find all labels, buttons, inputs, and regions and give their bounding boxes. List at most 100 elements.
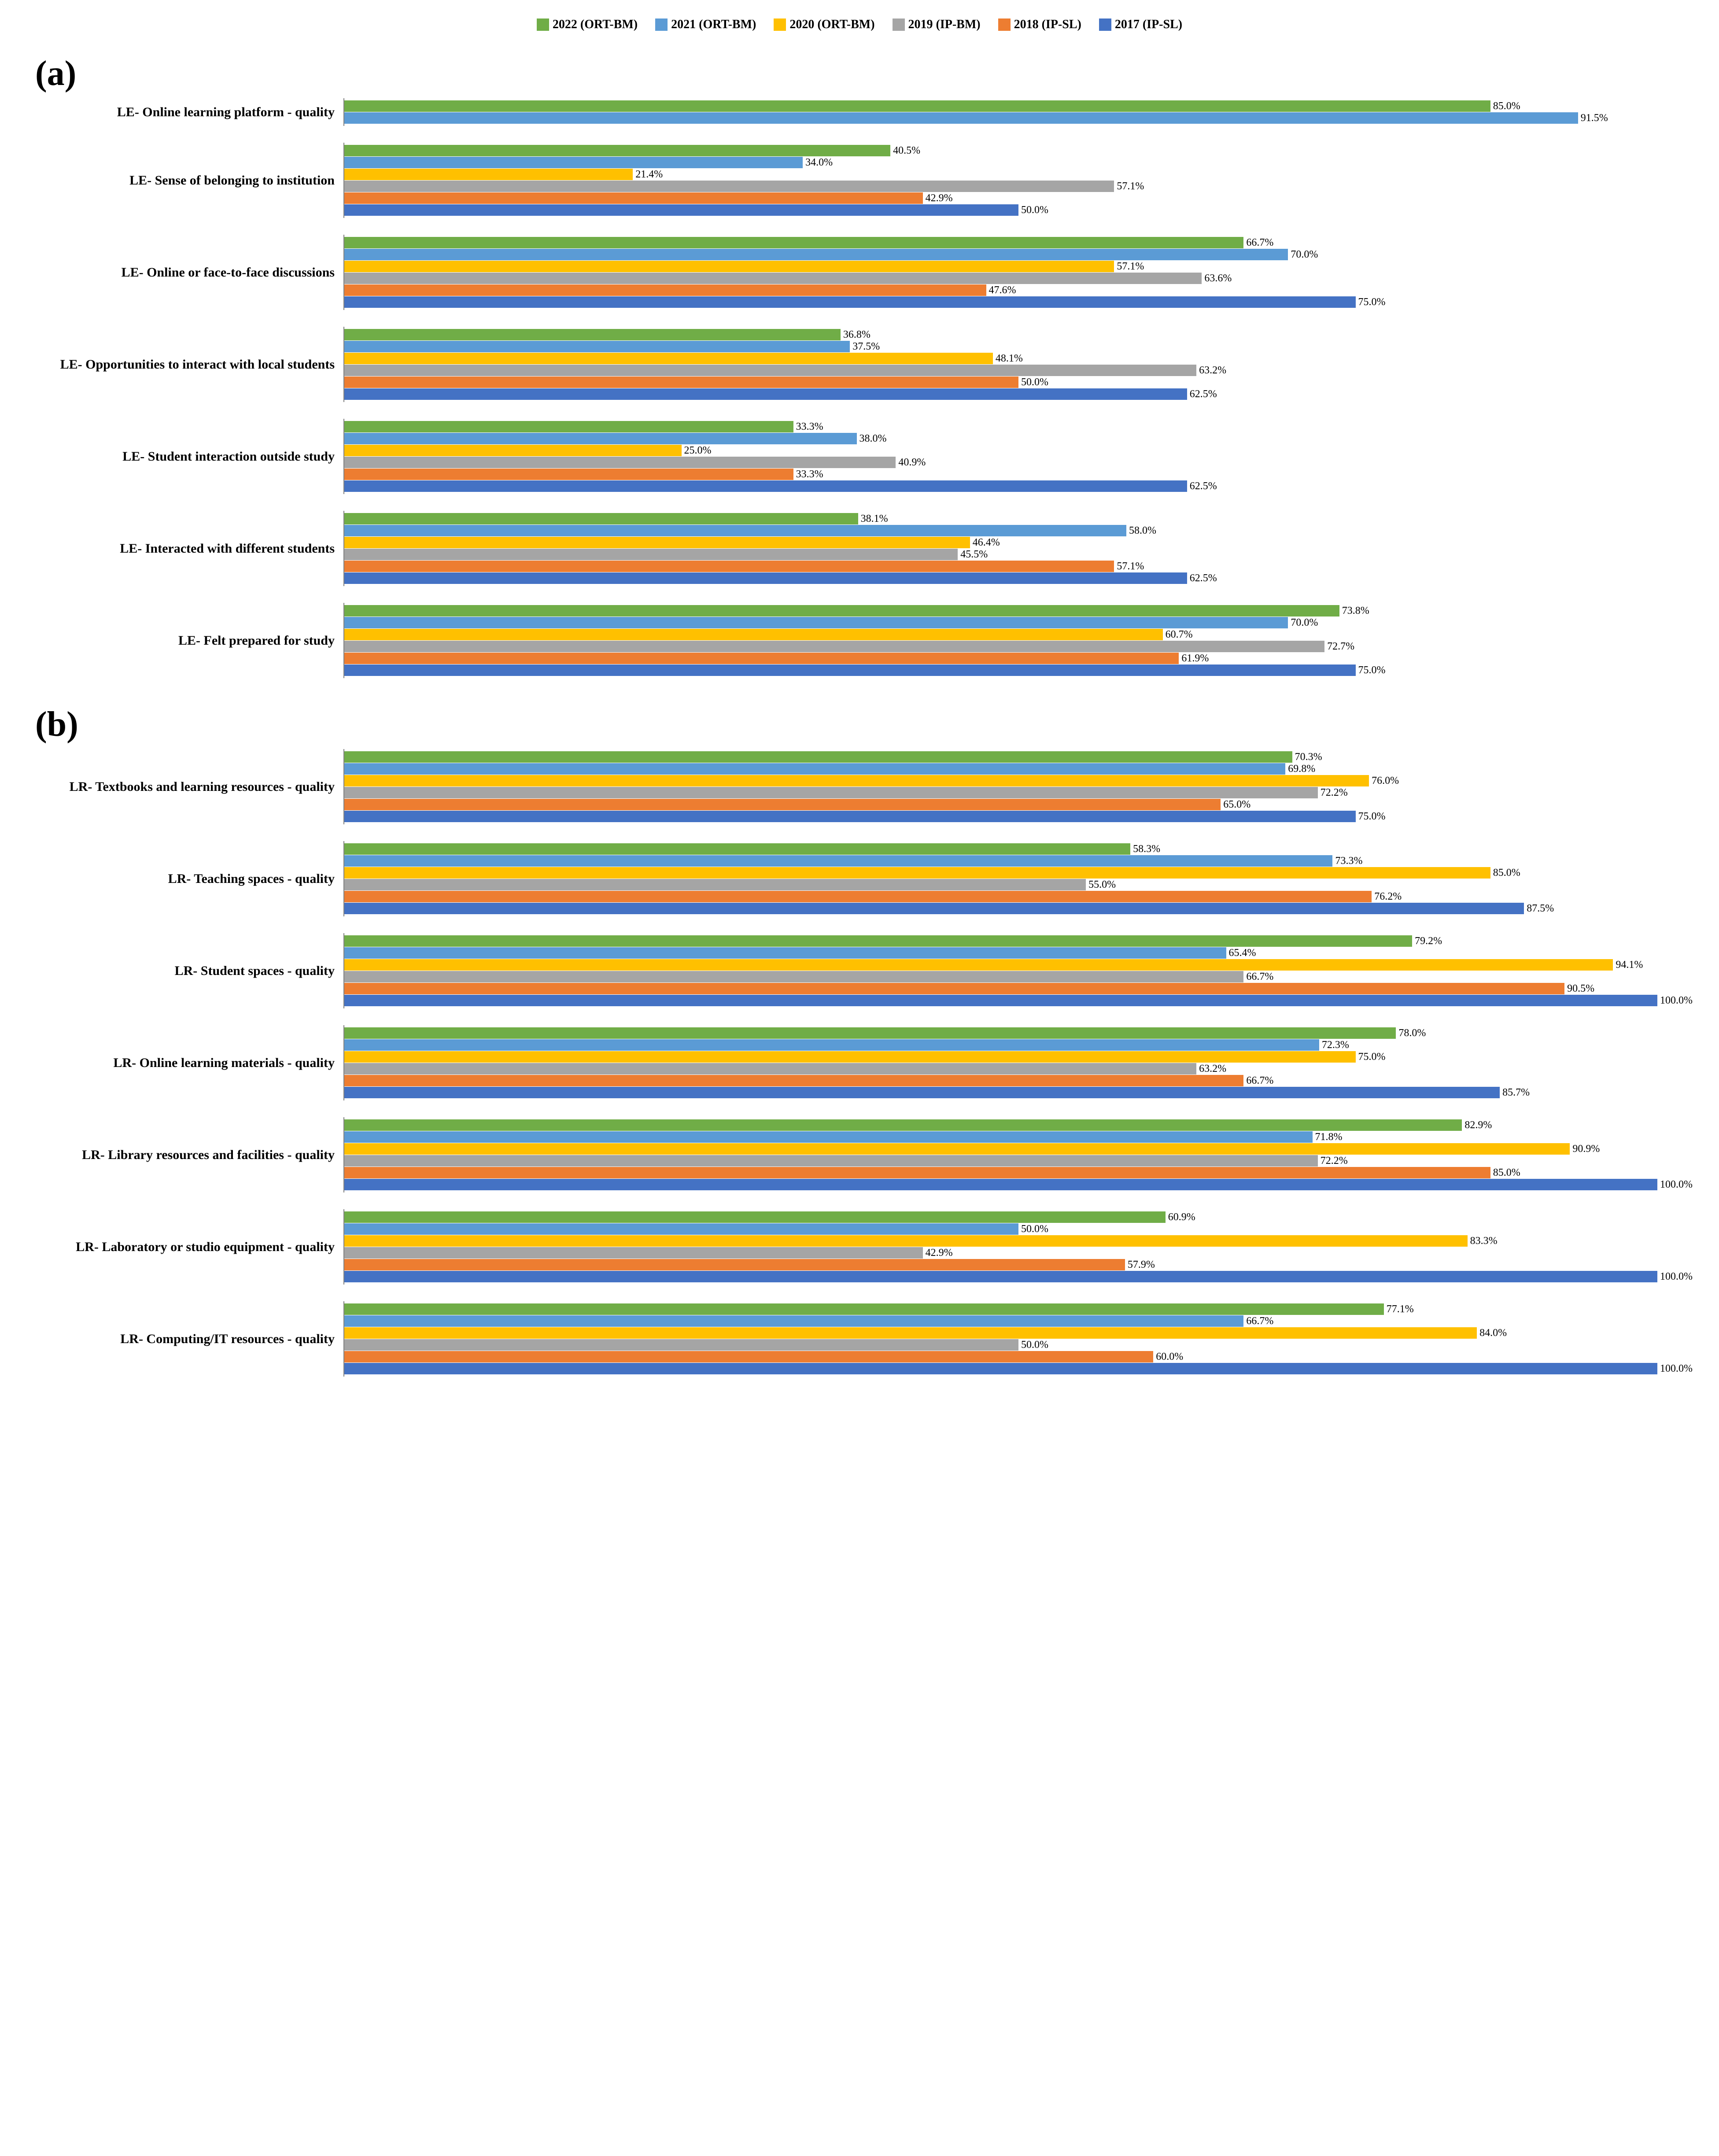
bar-row: 66.7% xyxy=(344,971,1693,982)
bar-row: 84.0% xyxy=(344,1327,1693,1339)
value-label: 75.0% xyxy=(1358,1051,1386,1063)
bars-column: 78.0%72.3%75.0%63.2%66.7%85.7% xyxy=(343,1025,1693,1100)
bar xyxy=(344,641,1324,652)
bar-row: 66.7% xyxy=(344,1315,1693,1327)
bar xyxy=(344,572,1187,584)
bar xyxy=(344,1027,1396,1039)
category-group: LE- Online learning platform - quality85… xyxy=(26,98,1693,126)
value-label: 50.0% xyxy=(1021,377,1048,388)
bar-row: 70.0% xyxy=(344,617,1693,628)
bar-row: 83.3% xyxy=(344,1235,1693,1247)
value-label: 40.9% xyxy=(898,457,926,469)
bar-row: 73.8% xyxy=(344,605,1693,617)
bar xyxy=(344,513,858,524)
bar-row: 100.0% xyxy=(344,1271,1693,1282)
bar xyxy=(344,935,1412,947)
bar-row: 50.0% xyxy=(344,1223,1693,1235)
bar-row: 40.5% xyxy=(344,145,1693,156)
bar xyxy=(344,365,1196,376)
bar-row: 73.3% xyxy=(344,855,1693,867)
bar xyxy=(344,169,633,180)
category-group: LE- Student interaction outside study33.… xyxy=(26,419,1693,494)
legend: 2022 (ORT-BM)2021 (ORT-BM)2020 (ORT-BM)2… xyxy=(26,18,1693,32)
legend-item: 2017 (IP-SL) xyxy=(1099,18,1182,32)
category-group: LR- Computing/IT resources - quality77.1… xyxy=(26,1301,1693,1377)
bars-column: 85.0%91.5% xyxy=(343,98,1693,126)
value-label: 60.9% xyxy=(1168,1211,1195,1223)
bar-row: 57.1% xyxy=(344,181,1693,192)
bar xyxy=(344,537,970,548)
value-label: 62.5% xyxy=(1190,388,1217,400)
category-group: LE- Interacted with different students38… xyxy=(26,511,1693,586)
bar-row: 90.5% xyxy=(344,983,1693,994)
bar xyxy=(344,1211,1166,1223)
bar-row: 50.0% xyxy=(344,1339,1693,1351)
legend-label: 2017 (IP-SL) xyxy=(1115,18,1182,32)
category-group: LR- Laboratory or studio equipment - qua… xyxy=(26,1209,1693,1285)
bar-row: 38.0% xyxy=(344,433,1693,444)
bar xyxy=(344,629,1163,640)
value-label: 48.1% xyxy=(996,353,1023,365)
bar-row: 46.4% xyxy=(344,537,1693,548)
bar-row: 65.0% xyxy=(344,799,1693,810)
value-label: 40.5% xyxy=(893,145,920,157)
value-label: 38.0% xyxy=(860,433,887,445)
bar xyxy=(344,1075,1243,1086)
bars-column: 38.1%58.0%46.4%45.5%57.1%62.5% xyxy=(343,511,1693,586)
value-label: 66.7% xyxy=(1246,971,1273,983)
bar xyxy=(344,1271,1657,1282)
bar-row: 75.0% xyxy=(344,296,1693,308)
category-group: LE- Online or face-to-face discussions66… xyxy=(26,235,1693,310)
bar-row: 34.0% xyxy=(344,157,1693,168)
bar xyxy=(344,561,1114,572)
value-label: 72.3% xyxy=(1322,1039,1349,1051)
bar xyxy=(344,605,1339,617)
value-label: 66.7% xyxy=(1246,1075,1273,1087)
bar xyxy=(344,549,958,560)
bar-row: 60.7% xyxy=(344,629,1693,640)
bar xyxy=(344,903,1524,914)
category-label: LR- Textbooks and learning resources - q… xyxy=(26,779,343,794)
bar-row: 75.0% xyxy=(344,811,1693,822)
value-label: 70.0% xyxy=(1291,617,1318,629)
bar-row: 25.0% xyxy=(344,445,1693,456)
value-label: 42.9% xyxy=(926,192,953,204)
value-label: 73.8% xyxy=(1342,605,1369,617)
bar-row: 47.6% xyxy=(344,284,1693,296)
bar-row: 33.3% xyxy=(344,469,1693,480)
legend-swatch xyxy=(655,18,668,31)
bar-row: 21.4% xyxy=(344,169,1693,180)
bar xyxy=(344,525,1126,536)
bar xyxy=(344,763,1285,775)
bar xyxy=(344,879,1086,890)
legend-label: 2019 (IP-BM) xyxy=(908,18,981,32)
bar-row: 87.5% xyxy=(344,903,1693,914)
value-label: 62.5% xyxy=(1190,480,1217,492)
bar-row: 63.2% xyxy=(344,1063,1693,1074)
value-label: 58.3% xyxy=(1133,843,1160,855)
bar-row: 62.5% xyxy=(344,572,1693,584)
value-label: 83.3% xyxy=(1470,1235,1498,1247)
category-group: LE- Sense of belonging to institution40.… xyxy=(26,143,1693,218)
value-label: 58.0% xyxy=(1129,525,1156,537)
bars-column: 73.8%70.0%60.7%72.7%61.9%75.0% xyxy=(343,603,1693,678)
value-label: 71.8% xyxy=(1315,1131,1343,1143)
bars-column: 58.3%73.3%85.0%55.0%76.2%87.5% xyxy=(343,841,1693,916)
bar xyxy=(344,1063,1196,1074)
bar xyxy=(344,433,857,444)
bar-row: 75.0% xyxy=(344,665,1693,676)
bar xyxy=(344,1363,1657,1374)
bar-row: 48.1% xyxy=(344,353,1693,364)
value-label: 33.3% xyxy=(796,469,823,480)
bar xyxy=(344,296,1356,308)
bar-row: 79.2% xyxy=(344,935,1693,947)
bar xyxy=(344,843,1130,855)
bar xyxy=(344,1303,1384,1315)
chart-a: LE- Online learning platform - quality85… xyxy=(26,98,1693,678)
bar xyxy=(344,665,1356,676)
category-group: LR- Student spaces - quality79.2%65.4%94… xyxy=(26,933,1693,1008)
bar-row: 63.2% xyxy=(344,365,1693,376)
bar xyxy=(344,377,1018,388)
value-label: 50.0% xyxy=(1021,1339,1048,1351)
value-label: 75.0% xyxy=(1358,296,1386,308)
